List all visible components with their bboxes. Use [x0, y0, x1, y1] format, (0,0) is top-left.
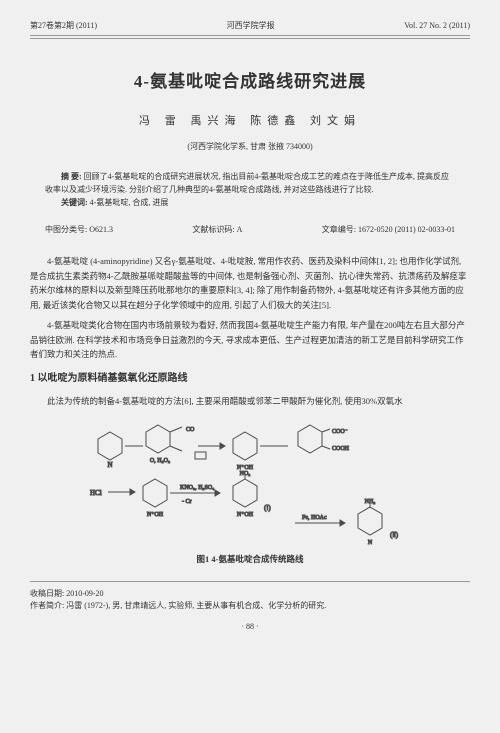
svg-text:N: N: [368, 540, 373, 546]
svg-text:HCl: HCl: [90, 489, 102, 497]
svg-text:O, H₂O₂: O, H₂O₂: [150, 458, 170, 464]
svg-text:CO: CO: [186, 427, 195, 433]
article-id: 文章编号: 1672-0520 (2011) 02-0033-01: [322, 224, 455, 236]
abstract-text: 摘 要: 回顾了4-氨基吡啶的合成研究进展状况, 指出目前4-氨基吡啶合成工艺的…: [45, 171, 455, 197]
keywords-text: 4-氨基吡啶, 合成, 进展: [90, 198, 169, 207]
svg-text:N⁺OH: N⁺OH: [237, 511, 254, 518]
svg-text:N⁺OH: N⁺OH: [237, 464, 254, 471]
svg-text:COOH: COOH: [332, 446, 350, 452]
svg-text:N⁺OH: N⁺OH: [147, 511, 164, 518]
article-title: 4-氨基吡啶合成路线研究进展: [30, 69, 470, 95]
svg-text:KNO₃, H₂SO₄: KNO₃, H₂SO₄: [180, 485, 214, 491]
intro-para-2: 4-氨基吡啶类化合物在国内市场前景较为看好, 然而我国4-氨基吡啶生产能力有限,…: [30, 318, 470, 361]
doc-code: 文献标识码: A: [192, 224, 242, 236]
svg-text:- Cr: - Cr: [182, 499, 192, 505]
received-date: 收稿日期: 2010-09-20: [30, 588, 470, 601]
keywords-label: 关键词:: [61, 198, 88, 207]
svg-text:Fe, HOAc: Fe, HOAc: [302, 515, 327, 521]
svg-text:COO⁻: COO⁻: [332, 429, 348, 435]
header-center: 河西学院学报: [227, 20, 275, 32]
abstract-content: 回顾了4-氨基吡啶的合成研究进展状况, 指出目前4-氨基吡啶合成工艺的难点在于降…: [45, 172, 449, 194]
affiliation: (河西学院化学系, 甘肃 张掖 734000): [30, 141, 470, 153]
svg-text:N: N: [107, 461, 112, 469]
figure-1-caption: 图1 4-氨基吡啶合成传统路线: [30, 553, 470, 566]
svg-text:(Ⅱ): (Ⅱ): [390, 531, 399, 539]
header-right: Vol. 27 No. 2 (2011): [404, 20, 470, 32]
authors: 冯 雷 禹兴海 陈德鑫 刘文娟: [30, 113, 470, 130]
intro-para-1: 4-氨基吡啶 (4-aminopyridine) 又名γ-氨基吡啶、4-吡啶胺,…: [30, 254, 470, 312]
author-intro: 作者简介: 冯雷 (1972-), 男, 甘肃靖远人, 实验师, 主要从事有机合…: [30, 600, 470, 613]
page-number: · 88 ·: [30, 621, 470, 633]
svg-text:(Ⅰ): (Ⅰ): [264, 504, 271, 512]
figure-1: N CO O, H₂O₂ N⁺OH COO⁻ COOH: [30, 417, 470, 566]
section-1-text: 此法为传统的制备4-氨基吡啶的方法[6], 主要采用醋酸或邻苯二甲酸酐为催化剂,…: [30, 394, 470, 408]
abstract-label: 摘 要:: [61, 172, 82, 181]
keywords-line: 关键词: 4-氨基吡啶, 合成, 进展: [45, 197, 455, 210]
header-left: 第27卷第2期 (2011): [30, 20, 97, 32]
section-1-title: 1 以吡啶为原料硝基氨氧化还原路线: [30, 371, 470, 386]
clc-code: 中图分类号: O621.3: [45, 224, 113, 236]
